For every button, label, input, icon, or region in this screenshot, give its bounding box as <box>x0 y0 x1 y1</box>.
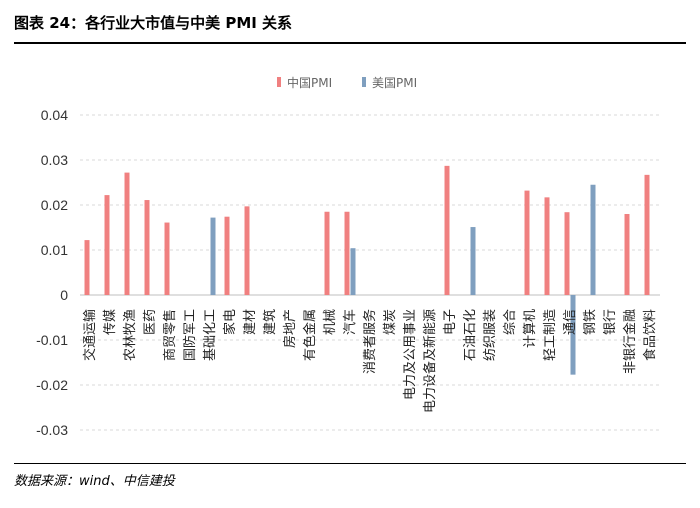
bar-us-pmi-13 <box>350 248 356 295</box>
x-category-label: 非银行金融 <box>622 309 638 374</box>
x-category-label: 建材 <box>243 309 258 335</box>
legend-swatch-china <box>277 77 281 87</box>
legend-label-us: 美国PMI <box>372 76 417 90</box>
x-category-label: 商贸零售 <box>162 309 178 361</box>
legend-swatch-us <box>362 77 366 87</box>
x-category-label: 建筑 <box>262 309 278 335</box>
x-category-label: 电力及公用事业 <box>403 309 418 400</box>
footer-divider <box>14 463 686 464</box>
y-axis-ticks: 0.04 0.03 0.02 0.01 0 -0.01 -0.02 -0.03 <box>36 107 68 438</box>
x-category-label: 基础化工 <box>203 309 218 361</box>
x-category-label: 机械 <box>323 309 338 335</box>
x-category-label: 钢铁 <box>583 309 598 335</box>
category-labels: 交通运输 传媒 农林牧渔 医药 商贸零售 国防军工 基础化工 家电 建材 建筑 房地产 有色金属 机械汽… <box>82 309 658 413</box>
x-category-label: 轻工制造 <box>543 309 558 361</box>
chart-title: 图表 24：各行业大市值与中美 PMI 关系 <box>14 14 293 32</box>
bar-us-pmi-19 <box>470 227 476 295</box>
x-category-label: 消费者服务 <box>362 309 378 374</box>
bar-china-pmi-2 <box>124 172 130 295</box>
x-category-label: 交通运输 <box>82 309 98 361</box>
x-category-label: 综合 <box>503 309 518 335</box>
bar-us-pmi-24 <box>570 295 576 375</box>
bar-us-pmi-6 <box>210 217 216 295</box>
x-category-label: 计算机 <box>523 309 538 348</box>
data-source: 数据来源：wind、中信建投 <box>14 474 175 489</box>
bar-china-pmi-22 <box>524 190 530 295</box>
y-tick-label: -0.01 <box>36 332 68 348</box>
y-tick-label: 0.03 <box>41 152 68 168</box>
y-tick-label: -0.03 <box>36 422 68 438</box>
x-category-label: 食品饮料 <box>642 309 658 361</box>
y-tick-label: 0.04 <box>41 107 68 123</box>
x-category-label: 汽车 <box>342 309 358 335</box>
x-category-label: 房地产 <box>282 309 298 348</box>
bar-china-pmi-18 <box>444 165 450 295</box>
bar-china-pmi-3 <box>144 200 150 295</box>
bar-china-pmi-28 <box>644 174 650 295</box>
y-tick-label: 0.01 <box>41 242 68 258</box>
bar-china-pmi-27 <box>624 214 630 295</box>
bar-china-pmi-23 <box>544 197 550 295</box>
x-category-label: 银行 <box>603 309 618 335</box>
x-category-label: 通信 <box>563 309 578 335</box>
gridlines <box>80 114 660 431</box>
bar-chart: 0.04 0.03 0.02 0.01 0 -0.01 -0.02 -0.03 交通运输 传媒农… <box>36 75 660 438</box>
title-divider <box>14 42 686 44</box>
y-tick-label: 0 <box>60 287 68 303</box>
x-category-label: 煤炭 <box>383 309 398 335</box>
x-category-label: 家电 <box>222 309 238 335</box>
y-tick-label: 0.02 <box>41 197 68 213</box>
bar-china-pmi-7 <box>224 216 230 295</box>
x-category-label: 国防军工 <box>182 309 198 361</box>
bar-us-pmi-25 <box>590 184 596 295</box>
x-category-label: 电子 <box>443 309 458 335</box>
bar-china-pmi-12 <box>324 211 330 295</box>
x-category-label: 电力设备及新能源 <box>422 309 438 413</box>
bar-china-pmi-24 <box>564 212 570 295</box>
x-category-label: 纺织服装 <box>483 309 498 361</box>
legend-label-china: 中国PMI <box>287 75 332 90</box>
bar-china-pmi-8 <box>244 206 250 295</box>
x-category-label: 有色金属 <box>302 309 318 361</box>
bar-china-pmi-13 <box>344 211 350 295</box>
y-tick-label: -0.02 <box>36 377 68 393</box>
x-category-label: 石油石化 <box>463 309 478 361</box>
x-category-label: 农林牧渔 <box>123 309 138 361</box>
bar-china-pmi-0 <box>84 240 90 295</box>
bar-china-pmi-4 <box>164 222 170 295</box>
legend: 中国PMI 美国PMI <box>277 75 417 90</box>
bars <box>84 165 650 375</box>
bar-china-pmi-1 <box>104 195 110 295</box>
x-category-label: 医药 <box>143 309 158 335</box>
x-category-label: 传媒 <box>103 309 118 335</box>
